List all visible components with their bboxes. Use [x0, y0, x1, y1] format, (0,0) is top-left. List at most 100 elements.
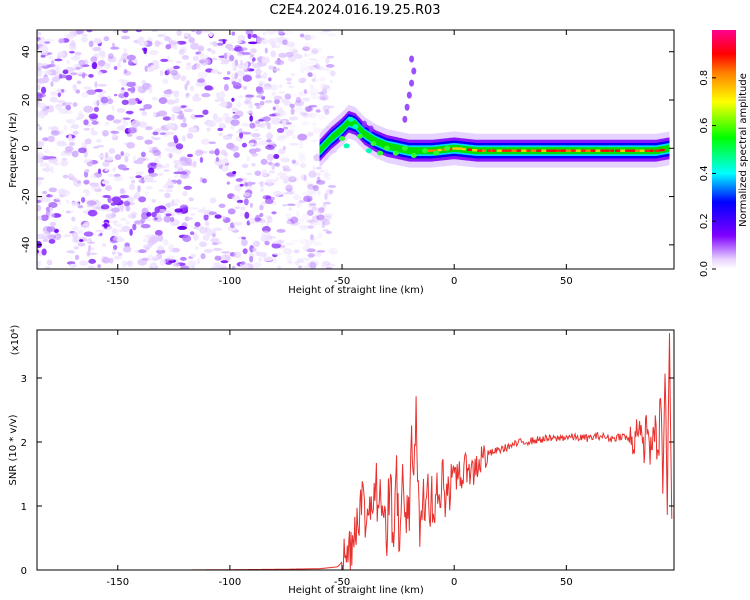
noise-blob: [126, 81, 136, 88]
noise-blob: [71, 216, 76, 222]
noise-blob: [289, 57, 297, 61]
noise-blob: [195, 246, 199, 250]
noise-blob: [302, 46, 311, 52]
noise-blob: [60, 151, 66, 157]
noise-blob: [116, 125, 126, 131]
y-tick-label: 3: [21, 374, 27, 385]
noise-blob: [274, 98, 280, 105]
noise-blob: [313, 64, 318, 68]
noise-blob: [126, 133, 133, 137]
noise-blob: [173, 135, 178, 141]
noise-blob: [227, 225, 237, 232]
noise-blob: [300, 174, 307, 181]
noise-blob: [221, 251, 231, 254]
noise-blob: [272, 44, 281, 48]
spectrogram-xlabel: Height of straight line (km): [288, 285, 424, 296]
noise-blob: [241, 236, 246, 240]
noise-blob: [65, 210, 72, 214]
noise-blob: [146, 212, 152, 217]
noise-blob: [268, 77, 272, 82]
noise-blob: [97, 83, 107, 87]
noise-blob: [231, 97, 235, 102]
noise-blob: [309, 260, 319, 266]
y-tick-label: 20: [21, 94, 32, 107]
noise-blob: [231, 194, 241, 201]
noise-blob: [250, 48, 257, 54]
noise-blob: [94, 88, 103, 93]
noise-blob: [234, 59, 239, 67]
noise-blob: [255, 37, 265, 41]
noise-blob: [71, 177, 78, 182]
noise-blob: [307, 198, 311, 202]
noise-blob: [181, 135, 186, 142]
noise-blob: [290, 107, 295, 115]
signal-core: [536, 149, 543, 152]
noise-blob: [112, 42, 116, 48]
noise-blob: [312, 127, 320, 134]
noise-blob: [223, 83, 229, 92]
noise-blob: [299, 162, 307, 169]
noise-blob: [261, 86, 271, 90]
noise-blob: [142, 238, 150, 243]
noise-blob: [251, 132, 261, 138]
noise-blob: [211, 49, 216, 55]
noise-blob: [288, 116, 299, 121]
noise-blob: [143, 47, 147, 55]
noise-blob: [246, 155, 250, 162]
noise-blob: [322, 86, 332, 92]
noise-blob: [173, 65, 181, 70]
noise-blob: [179, 256, 187, 261]
chirp-blob: [411, 67, 417, 75]
noise-blob: [225, 172, 235, 177]
noise-blob: [44, 149, 50, 154]
noise-blob: [132, 223, 137, 231]
noise-blob: [144, 65, 149, 72]
noise-blob: [167, 153, 174, 158]
noise-blob: [65, 74, 73, 81]
noise-blob: [157, 208, 167, 213]
noise-blob: [206, 127, 211, 132]
noise-blob: [298, 152, 306, 159]
noise-blob: [55, 103, 62, 111]
noise-blob: [170, 69, 178, 76]
noise-blob: [302, 244, 310, 252]
noise-blob: [244, 211, 250, 219]
noise-blob: [102, 161, 110, 168]
noise-blob: [275, 162, 281, 168]
noise-blob: [256, 95, 264, 98]
noise-blob: [184, 83, 188, 91]
noise-blob: [240, 261, 246, 265]
noise-blob: [315, 180, 326, 185]
noise-blob: [248, 217, 256, 225]
noise-blob: [309, 262, 317, 269]
noise-blob: [165, 122, 176, 130]
noise-blob: [319, 94, 329, 101]
noise-blob: [285, 77, 292, 82]
noise-blob: [118, 93, 125, 99]
noise-blob: [177, 225, 188, 230]
noise-blob: [209, 197, 217, 204]
noise-blob: [37, 179, 42, 187]
noise-blob: [148, 86, 153, 94]
noise-blob: [121, 30, 129, 34]
noise-blob: [258, 257, 262, 262]
noise-blob: [144, 191, 149, 195]
chirp-blob: [361, 120, 367, 128]
noise-blob: [100, 204, 110, 210]
noise-blob: [193, 226, 199, 230]
noise-blob: [308, 65, 318, 71]
noise-blob: [265, 145, 275, 150]
noise-blob: [211, 266, 220, 269]
noise-blob: [200, 253, 206, 260]
noise-blob: [254, 170, 262, 176]
noise-blob: [63, 234, 72, 238]
noise-blob: [286, 254, 292, 262]
noise-blob: [293, 93, 297, 97]
noise-blob: [212, 233, 216, 238]
noise-blob: [321, 221, 331, 226]
noise-blob: [252, 247, 257, 253]
noise-blob: [274, 193, 280, 197]
noise-blob: [218, 122, 226, 128]
noise-blob: [166, 89, 172, 92]
noise-blob: [82, 86, 92, 90]
